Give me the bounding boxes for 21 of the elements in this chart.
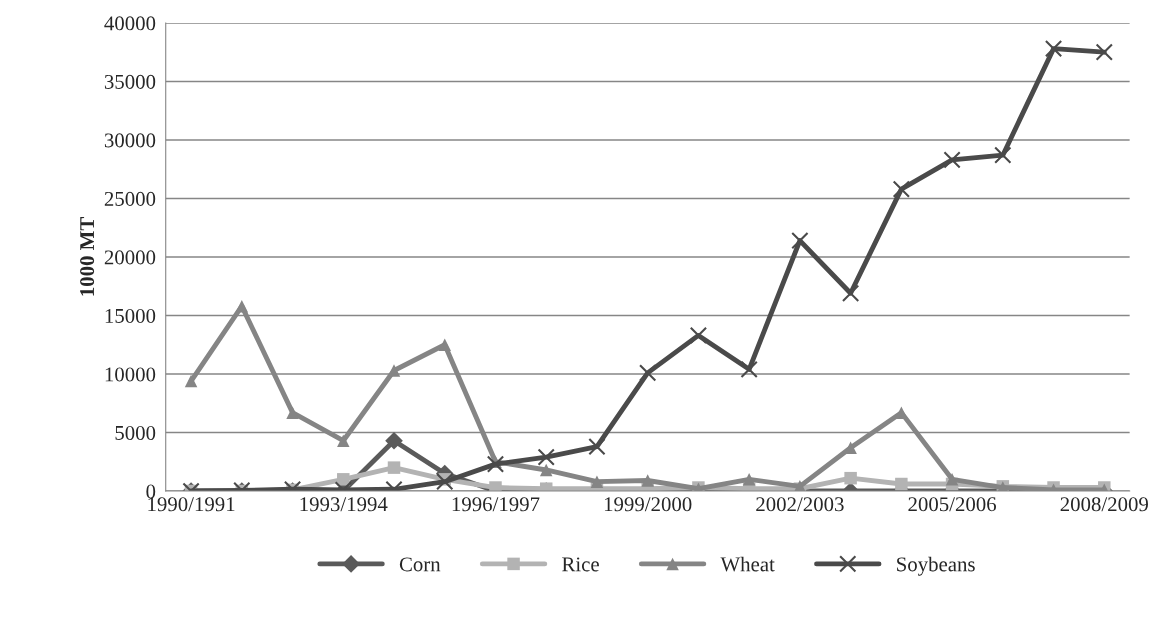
y-tick-label: 30000 (104, 133, 156, 148)
x-tick-label: 1999/2000 (604, 497, 692, 512)
y-axis-title: 1000 MT (80, 217, 95, 296)
legend-label: Wheat (720, 556, 775, 572)
x-tick-label: 1996/1997 (452, 497, 540, 512)
y-tick-label: 10000 (105, 367, 156, 382)
x-tick-label: 2005/2006 (908, 497, 997, 512)
y-tick-label: 35000 (104, 74, 156, 89)
y-tick-label: 0 (146, 484, 156, 499)
y-tick-label: 15000 (105, 308, 156, 323)
y-tick-label: 40000 (104, 16, 156, 31)
legend-label: Soybeans (897, 556, 975, 576)
x-tick-label: 2008/2009 (1060, 497, 1148, 512)
x-tick-label: 2002/2003 (756, 497, 844, 512)
x-tick-label: 1990/1991 (148, 497, 235, 512)
y-tick-label: 20000 (104, 250, 156, 265)
legend-label: Rice (562, 557, 599, 572)
legend-label: Corn (399, 557, 441, 572)
x-tick-label: 1993/1994 (300, 497, 388, 512)
y-tick-label: 5000 (115, 425, 156, 440)
y-tick-label: 25000 (104, 191, 156, 206)
